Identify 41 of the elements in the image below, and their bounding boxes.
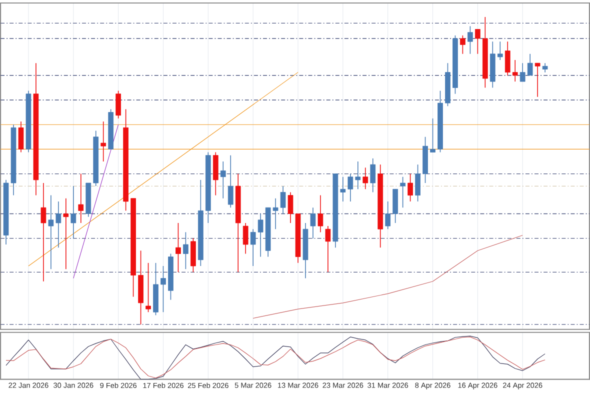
candlestick bbox=[242, 222, 248, 254]
candlestick bbox=[250, 228, 256, 267]
candlestick bbox=[258, 213, 264, 258]
candlestick bbox=[430, 118, 436, 153]
candlestick bbox=[100, 121, 106, 162]
candlestick bbox=[18, 121, 24, 153]
candlestick bbox=[78, 174, 84, 224]
candlestick bbox=[400, 176, 406, 208]
candlestick bbox=[348, 174, 354, 202]
candlestick bbox=[475, 29, 480, 54]
candlestick bbox=[415, 164, 420, 202]
candlestick bbox=[220, 161, 226, 199]
candlestick bbox=[504, 41, 510, 76]
candlestick bbox=[56, 201, 62, 248]
candlestick bbox=[325, 226, 331, 273]
candlestick bbox=[183, 232, 188, 270]
candlestick bbox=[70, 186, 76, 239]
candlestick bbox=[520, 62, 526, 82]
candlestick bbox=[512, 60, 518, 82]
candlestick bbox=[160, 266, 166, 313]
candlestick bbox=[460, 35, 466, 54]
candlestick bbox=[116, 90, 121, 119]
candlestick bbox=[370, 158, 376, 193]
candlestick bbox=[542, 62, 548, 73]
candlestick bbox=[408, 174, 413, 202]
candlestick bbox=[146, 262, 151, 313]
candlestick bbox=[534, 62, 540, 98]
candlestick bbox=[340, 176, 346, 202]
candlestick bbox=[176, 222, 181, 273]
candlestick bbox=[468, 26, 473, 54]
candlestick bbox=[527, 54, 533, 76]
candlestick bbox=[40, 182, 46, 282]
candlestick bbox=[63, 198, 69, 270]
candlestick bbox=[355, 161, 361, 190]
candlestick bbox=[362, 167, 368, 190]
candlestick bbox=[318, 195, 324, 233]
candlestick bbox=[228, 155, 234, 208]
candlestick bbox=[385, 201, 391, 230]
candlestick bbox=[310, 207, 316, 239]
candlestick bbox=[497, 41, 503, 61]
candlestick bbox=[48, 195, 54, 270]
